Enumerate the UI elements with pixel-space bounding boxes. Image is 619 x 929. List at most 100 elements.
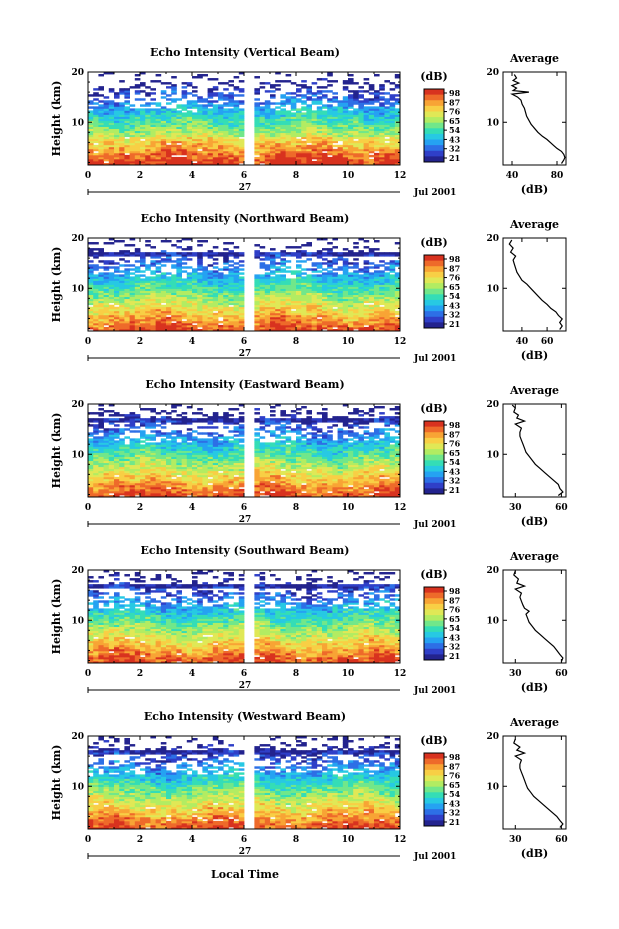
heatmap-cell bbox=[316, 100, 323, 103]
heatmap-cell bbox=[150, 146, 156, 150]
heatmap-cell bbox=[348, 252, 354, 255]
heatmap-cell bbox=[311, 156, 318, 160]
heatmap-cell bbox=[363, 266, 370, 269]
heatmap-cell bbox=[218, 120, 224, 123]
heatmap-cell bbox=[259, 302, 266, 306]
heatmap-cell bbox=[264, 326, 271, 330]
heatmap-cell bbox=[88, 484, 94, 488]
heatmap-cell bbox=[327, 274, 333, 277]
heatmap-cell bbox=[134, 252, 141, 255]
heatmap-cell bbox=[285, 124, 292, 127]
heatmap-cell bbox=[379, 254, 385, 257]
heatmap-cell bbox=[140, 476, 146, 480]
profile-x-tick-label: 60 bbox=[541, 337, 554, 347]
heatmap-cell bbox=[254, 296, 260, 300]
heatmap-cell bbox=[228, 326, 234, 330]
heatmap-cell bbox=[327, 484, 333, 488]
heatmap-cell bbox=[311, 294, 318, 298]
heatmap-cell bbox=[374, 292, 380, 296]
heatmap-cell bbox=[394, 306, 401, 310]
heatmap-cell bbox=[134, 134, 141, 138]
heatmap-cell bbox=[311, 482, 318, 486]
heatmap-cell bbox=[93, 282, 99, 285]
heatmap-cell bbox=[254, 298, 260, 302]
heatmap-cell bbox=[88, 120, 94, 123]
heatmap-cell bbox=[134, 284, 141, 287]
heatmap-cell bbox=[114, 106, 120, 109]
heatmap-cell bbox=[368, 316, 375, 320]
heatmap-cell bbox=[342, 322, 349, 326]
colorbar-tick-label: 32 bbox=[449, 144, 460, 154]
heatmap-cell bbox=[129, 472, 136, 476]
heatmap-cell bbox=[114, 292, 120, 296]
heatmap-cell bbox=[259, 304, 266, 308]
heatmap-cell bbox=[264, 158, 271, 162]
heatmap-cell bbox=[171, 88, 177, 91]
heatmap-cell bbox=[358, 154, 364, 158]
heatmap-cell bbox=[114, 296, 120, 300]
heatmap-cell bbox=[160, 148, 167, 152]
heatmap-cell bbox=[114, 156, 120, 160]
heatmap-cell bbox=[93, 278, 99, 281]
heatmap-cell bbox=[363, 488, 370, 492]
heatmap-cell bbox=[212, 308, 219, 312]
heatmap-cell bbox=[275, 318, 281, 322]
heatmap-cell bbox=[176, 122, 182, 125]
heatmap-cell bbox=[150, 138, 156, 142]
heatmap-cell bbox=[186, 290, 193, 293]
heatmap-cell bbox=[238, 492, 245, 496]
heatmap-cell bbox=[114, 110, 120, 113]
heatmap-cell bbox=[275, 160, 281, 164]
heatmap-cell bbox=[108, 326, 115, 330]
heatmap-cell bbox=[103, 158, 110, 162]
heatmap-cell bbox=[145, 324, 151, 328]
heatmap-cell bbox=[93, 288, 99, 291]
heatmap-cell bbox=[337, 478, 344, 482]
heatmap-cell bbox=[223, 120, 229, 123]
heatmap-cell bbox=[228, 270, 234, 273]
heatmap-cell bbox=[384, 98, 390, 101]
heatmap-cell bbox=[270, 308, 276, 312]
heatmap-cell bbox=[145, 476, 151, 480]
heatmap-cell bbox=[218, 488, 224, 492]
heatmap-cell bbox=[93, 312, 99, 316]
heatmap-cell bbox=[358, 282, 364, 285]
heatmap-cell bbox=[88, 298, 94, 302]
heatmap-cell bbox=[114, 252, 120, 255]
heatmap-cell bbox=[129, 130, 136, 134]
heatmap-cell bbox=[160, 252, 167, 255]
heatmap-cell bbox=[145, 288, 151, 291]
heatmap-cell bbox=[218, 148, 224, 152]
heatmap-cell bbox=[134, 266, 141, 269]
heatmap-cell bbox=[228, 324, 234, 328]
heatmap-cell bbox=[212, 494, 219, 498]
heatmap-cell bbox=[114, 278, 120, 281]
heatmap-cell bbox=[374, 122, 380, 125]
colorbar-swatch bbox=[424, 288, 444, 295]
heatmap-cell bbox=[108, 470, 115, 474]
heatmap-cell bbox=[197, 98, 203, 101]
heatmap-cell bbox=[88, 130, 94, 134]
heatmap-cell bbox=[212, 150, 219, 154]
heatmap-cell bbox=[98, 118, 104, 121]
heatmap-cell bbox=[145, 118, 151, 121]
heatmap-cell bbox=[228, 278, 234, 281]
heatmap-cell bbox=[202, 240, 208, 243]
heatmap-cell bbox=[98, 138, 104, 142]
heatmap-cell bbox=[233, 308, 240, 312]
heatmap-cell bbox=[192, 308, 198, 312]
heatmap-cell bbox=[88, 162, 94, 166]
heatmap-cell bbox=[176, 300, 182, 304]
heatmap-cell bbox=[316, 288, 323, 291]
heatmap-cell bbox=[171, 488, 177, 492]
heatmap-cell bbox=[337, 472, 344, 476]
heatmap-cell bbox=[358, 472, 364, 476]
heatmap-cell bbox=[316, 138, 323, 142]
heatmap-cell bbox=[348, 110, 354, 113]
heatmap-cell bbox=[379, 272, 385, 275]
heatmap-cell bbox=[218, 112, 224, 115]
heatmap-cell bbox=[290, 154, 297, 158]
heatmap-cell bbox=[259, 328, 266, 332]
heatmap-cell bbox=[379, 252, 385, 255]
heatmap-cell bbox=[166, 488, 172, 492]
